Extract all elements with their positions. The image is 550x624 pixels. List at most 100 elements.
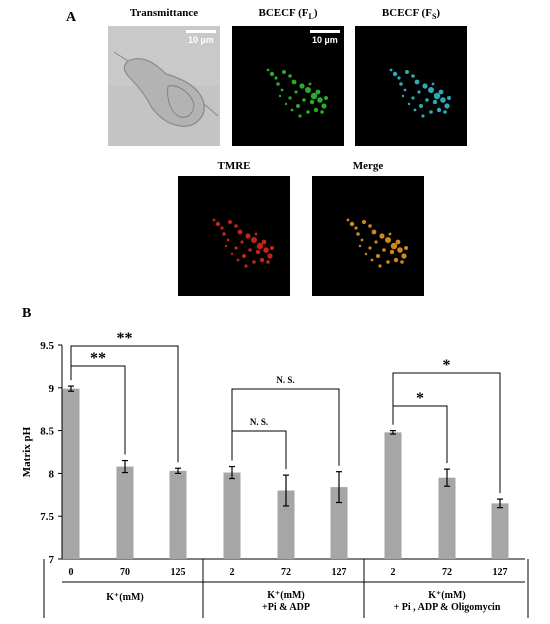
fluorescence-spot [386, 260, 390, 264]
significance-bracket [231, 430, 287, 470]
significance-label: ** [117, 330, 133, 347]
fluorescence-spot [401, 253, 407, 259]
fluorescence-spot [230, 252, 234, 256]
significance-label: * [416, 390, 424, 407]
fluorescence-spot [378, 264, 382, 268]
bar [62, 388, 80, 559]
fluorescence-spot [358, 244, 362, 248]
significance-label: N. S. [276, 375, 294, 385]
fluorescence-spot [226, 238, 230, 242]
fluorescence-spot [278, 94, 282, 98]
fluorescence-spot [389, 68, 393, 72]
fluorescence-spot [390, 242, 398, 250]
bcecf-fs-subscript: S [431, 12, 437, 22]
fluorescence-spot [436, 107, 442, 113]
fluorescence-spot [296, 104, 300, 108]
fluorescence-spot [255, 249, 261, 255]
fluorescence-spot [266, 260, 270, 264]
significance-bracket [70, 345, 179, 463]
fluorescence-spot [414, 79, 420, 85]
fluorescence-spot [370, 258, 374, 262]
significance-label: ** [90, 350, 106, 367]
category-label: 127 [493, 567, 508, 578]
category-label: 2 [391, 567, 396, 578]
merge-fluorescence [312, 176, 424, 296]
fluorescence-spot [421, 114, 425, 118]
significance-label: * [443, 357, 451, 374]
category-label: 125 [171, 567, 186, 578]
fluorescence-spot [403, 88, 407, 92]
fluorescence-spot [407, 102, 411, 106]
bar [384, 432, 402, 559]
merge-image [312, 176, 424, 296]
fluorescence-spot [251, 237, 257, 243]
fluorescence-spot [382, 248, 386, 252]
fluorescence-spot [388, 232, 392, 236]
transmittance-image: 10 µm [108, 26, 220, 146]
fluorescence-spot [360, 238, 364, 242]
fluorescence-spot [399, 82, 403, 86]
bcecf-fl-fluorescence [232, 26, 344, 146]
fluorescence-spot [392, 71, 398, 77]
category-label: 72 [281, 567, 291, 578]
fluorescence-spot [298, 114, 302, 118]
bar [438, 477, 456, 559]
fluorescence-spot [371, 229, 377, 235]
fluorescence-spot [215, 221, 221, 227]
fluorescence-spot [254, 232, 258, 236]
fluorescence-spot [299, 83, 305, 89]
y-tick-label: 9 [49, 383, 55, 395]
fluorescence-spot [428, 87, 434, 93]
fluorescence-spot [368, 224, 372, 228]
panel-a-letter: A [66, 10, 77, 25]
fluorescence-spot [236, 258, 240, 262]
fluorescence-spot [242, 254, 246, 258]
fluorescence-spot [397, 247, 403, 253]
fluorescence-spot [234, 224, 238, 228]
category-label: 70 [120, 567, 130, 578]
group-sublabel: +Pi & ADP [262, 602, 310, 613]
fluorescence-spot [282, 70, 286, 74]
y-tick-label: 8.5 [40, 426, 54, 438]
fluorescence-spot [308, 82, 312, 86]
fluorescence-spot [309, 99, 315, 105]
y-tick-label: 7.5 [40, 511, 54, 523]
fluorescence-spot [376, 254, 380, 258]
fluorescence-spot [270, 246, 274, 250]
fluorescence-spot [413, 108, 417, 112]
fluorescence-spot [266, 68, 270, 72]
bcecf-fl-title-text: BCECF (F [258, 7, 309, 19]
bcecf-fs-title: BCECF (FS) [381, 7, 441, 22]
bcecf-fs-title-text: BCECF (F [381, 7, 432, 19]
fluorescence-spot [310, 92, 318, 100]
group-sublabel: + Pi , ADP & Oligomycin [394, 602, 501, 613]
group-label: K⁺(mM) [267, 590, 305, 601]
fluorescence-spot [290, 108, 294, 112]
bcecf-fl-subscript: L [308, 12, 314, 22]
y-tick-label: 9.5 [40, 340, 54, 352]
tmre-fluorescence [178, 176, 290, 296]
y-axis-label: Matrix pH [21, 426, 33, 477]
bcecf-fl-image: 10 µm [232, 26, 344, 146]
fluorescence-spot [417, 90, 421, 94]
fluorescence-spot [288, 96, 292, 100]
fluorescence-spot [274, 76, 278, 80]
fluorescence-spot [321, 103, 327, 109]
fluorescence-spot [362, 220, 366, 224]
fluorescence-spot [302, 98, 306, 102]
fluorescence-spot [224, 244, 228, 248]
fluorescence-spot [324, 96, 328, 100]
bcecf-fs-image [355, 26, 467, 146]
fluorescence-spot [346, 218, 350, 222]
y-tick-label: 8 [49, 468, 55, 480]
fluorescence-spot [404, 246, 408, 250]
fluorescence-spot [259, 257, 265, 263]
fluorescence-spot [447, 96, 451, 100]
fluorescence-spot [397, 76, 401, 80]
fluorescence-spot [313, 107, 319, 113]
fluorescence-spot [401, 94, 405, 98]
fluorescence-spot [212, 218, 216, 222]
fluorescence-spot [364, 252, 368, 256]
significance-bracket [70, 365, 126, 455]
group-label: K⁺(mM) [428, 590, 466, 601]
